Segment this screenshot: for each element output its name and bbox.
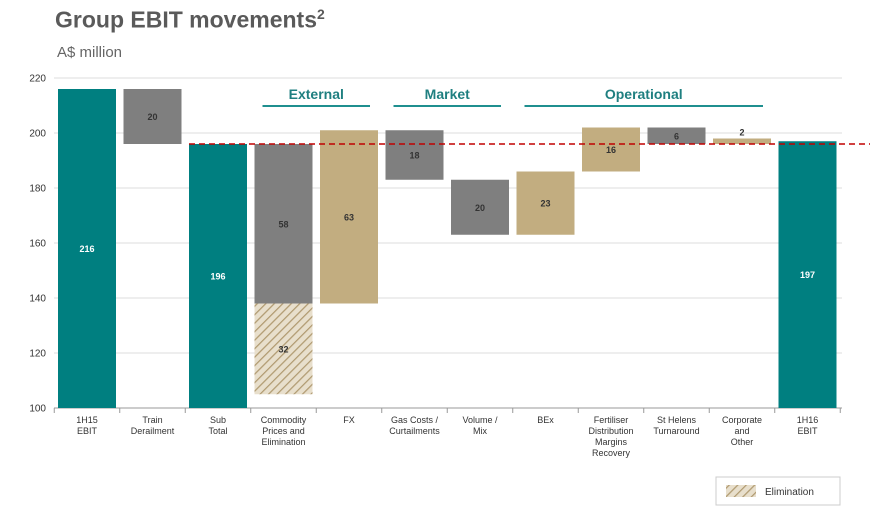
title-footnote-marker: 2 [316, 6, 325, 22]
group-headers: External Market Operational [262, 86, 763, 107]
chart-subtitle: A$ million [57, 44, 123, 61]
y-tick-label: 220 [29, 74, 46, 85]
legend: Elimination [715, 476, 841, 506]
bar-value-label: 16 [606, 145, 616, 155]
bar-value-label: 216 [79, 244, 94, 254]
group-label: Operational [605, 86, 683, 102]
legend-swatch [726, 485, 756, 497]
y-tick-label: 120 [29, 349, 46, 360]
bar [254, 144, 313, 304]
bar-value-label: 6 [674, 131, 679, 141]
bar-value-label: 20 [147, 112, 157, 122]
bar [123, 89, 182, 144]
legend-label: Elimination [765, 487, 814, 498]
bar [385, 130, 444, 180]
x-category-label: Gas Costs / Curtailments [389, 415, 440, 436]
x-category-label: 1H15 EBIT [76, 415, 98, 436]
bar-value-label: 197 [800, 270, 815, 280]
bar [778, 141, 837, 408]
chart-title-text: Group EBIT movements [55, 6, 317, 33]
bar-value-label: 18 [409, 151, 419, 161]
x-category-label: Volume / Mix [462, 415, 498, 436]
x-category-label: Sub Total [208, 415, 227, 436]
bar-value-label: 32 [278, 344, 288, 354]
bars [58, 89, 837, 408]
y-tick-label: 140 [29, 294, 46, 305]
bar-value-label: 63 [344, 212, 354, 222]
bar-value-label: 58 [278, 219, 288, 229]
bar [647, 127, 706, 144]
y-tick-label: 100 [29, 404, 46, 415]
y-tick-label: 200 [29, 129, 46, 140]
bar [189, 144, 247, 408]
group-label: External [289, 86, 344, 102]
bar [713, 138, 771, 144]
bar [254, 303, 313, 395]
y-tick-label: 180 [29, 184, 46, 195]
bar-value-label: 196 [210, 272, 225, 282]
y-tick-label: 160 [29, 239, 46, 250]
chart-title: Group EBIT movements2 [55, 6, 325, 34]
bar-value-label: 20 [475, 203, 485, 213]
x-category-label: Corporate and Other [722, 415, 762, 447]
bar [582, 127, 640, 172]
bar [58, 89, 116, 408]
x-category-label: St Helens Turnaround [653, 415, 699, 436]
x-category-label: FX [343, 415, 355, 425]
bar-value-label: 2 [739, 128, 744, 138]
x-category-label: Fertiliser Distribution Margins Recovery [588, 415, 633, 458]
x-category-label: 1H16 EBIT [797, 415, 819, 436]
x-category-label: Commodity Prices and Elimination [261, 415, 307, 447]
group-label: Market [425, 86, 470, 102]
bar [451, 179, 509, 235]
x-category-label: BEx [537, 415, 554, 425]
bar [320, 130, 378, 304]
x-category-label: Train Derailment [131, 415, 175, 436]
value-labels: 216 20 196 58 32 63 18 20 23 16 6 2 197 [79, 112, 815, 354]
x-axis-categories: 1H15 EBIT Train Derailment Sub Total Commodity… [76, 415, 818, 458]
bar [516, 171, 575, 235]
bar-value-label: 23 [540, 199, 550, 209]
